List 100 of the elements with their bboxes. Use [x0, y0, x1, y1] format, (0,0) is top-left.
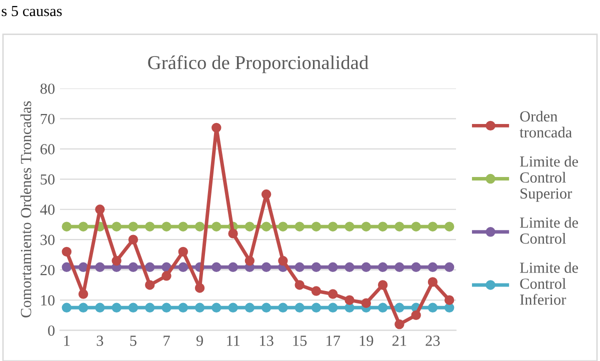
point [444, 295, 454, 305]
point [411, 222, 421, 232]
point [162, 222, 172, 232]
x-tick-label: 13 [260, 336, 274, 346]
point [428, 277, 438, 287]
point [112, 302, 122, 312]
x-tick-label: 5 [130, 336, 136, 346]
point [378, 262, 388, 272]
y-tick-label: 30 [40, 234, 55, 246]
point [244, 256, 255, 266]
point [244, 302, 255, 312]
point [261, 262, 272, 272]
point [128, 234, 138, 244]
y-tick-label: 40 [40, 204, 55, 215]
point [361, 298, 372, 308]
point [62, 302, 72, 312]
point [278, 256, 288, 266]
text: s 5 causas [2, 6, 62, 16]
point [311, 262, 322, 272]
x-tick-label: 15 [293, 336, 307, 346]
point [62, 262, 72, 272]
point [178, 262, 188, 272]
point [261, 222, 272, 232]
point [428, 222, 438, 232]
point [428, 302, 438, 312]
point [294, 222, 304, 232]
point [212, 222, 222, 232]
legend-label: Limite de Control [520, 217, 578, 244]
point [144, 262, 155, 272]
point [411, 262, 421, 272]
point [294, 302, 304, 312]
point [178, 222, 188, 232]
point [62, 222, 72, 232]
point [378, 302, 388, 312]
point [394, 302, 404, 312]
point [212, 302, 222, 312]
point [95, 204, 105, 214]
point [394, 319, 404, 330]
point [194, 222, 205, 232]
y-tick-label: 60 [40, 144, 55, 154]
x-tick-label: 19 [360, 336, 374, 346]
point [78, 302, 88, 312]
point [95, 302, 105, 312]
point [78, 289, 88, 299]
point [162, 302, 172, 312]
x-tick-label: 11 [227, 336, 240, 346]
point [128, 302, 138, 312]
x-tick-label: 21 [392, 336, 406, 346]
point [194, 302, 205, 312]
point [144, 302, 155, 312]
x-tick-label: 7 [164, 336, 170, 346]
point [244, 222, 255, 232]
point [311, 286, 322, 296]
point [178, 302, 188, 312]
y-tick-label: 10 [41, 295, 55, 306]
point [78, 222, 88, 232]
point [62, 246, 72, 257]
y-tick-label: 50 [40, 174, 55, 185]
point [428, 262, 438, 272]
x-tick-label: 17 [326, 336, 340, 346]
point [328, 262, 338, 272]
point [378, 222, 388, 232]
point [228, 228, 238, 238]
point [261, 189, 272, 200]
point [278, 222, 288, 232]
point [294, 280, 304, 290]
point [112, 256, 122, 266]
point [394, 262, 404, 272]
point [294, 262, 304, 272]
point [228, 302, 238, 312]
point [344, 262, 354, 272]
point [128, 262, 138, 272]
point [78, 262, 88, 272]
point [144, 222, 155, 232]
x-tick-label: 9 [196, 336, 203, 346]
point [311, 302, 322, 312]
y-tick-label: 70 [40, 114, 55, 124]
x-tick-label: 1 [64, 336, 70, 346]
y-tick-label: 80 [40, 84, 55, 94]
point [444, 222, 454, 232]
point [128, 222, 138, 232]
legend-label: Orden troncada [520, 110, 572, 138]
legend-label: Limite de Control Inferior [520, 262, 578, 305]
point [178, 246, 188, 257]
y-tick-label: 20 [40, 264, 55, 276]
point [344, 295, 354, 305]
point [212, 262, 222, 272]
point [278, 302, 288, 312]
point [194, 283, 205, 293]
point [144, 280, 155, 290]
point [162, 271, 172, 281]
point [112, 222, 122, 232]
point [311, 222, 322, 232]
y-axis-title: Comortamiento Ordenes Troncadas [20, 101, 32, 318]
point [328, 222, 338, 232]
point [411, 310, 421, 320]
point [328, 289, 338, 299]
point [344, 222, 354, 232]
point [228, 262, 238, 272]
point [394, 222, 404, 232]
